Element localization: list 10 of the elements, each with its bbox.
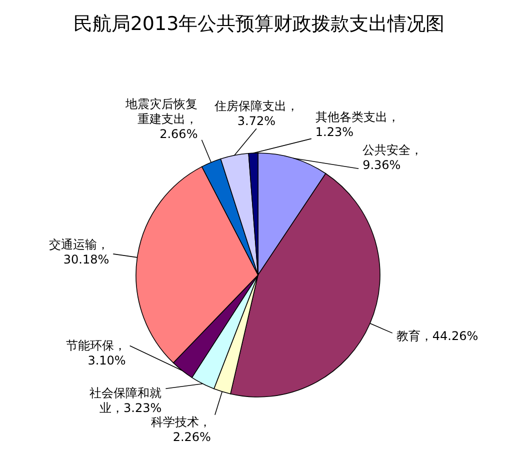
slice-label: 其他各类支出，1.23% xyxy=(315,110,400,140)
slice-label: 社会保障和就业，3.23% xyxy=(90,386,162,415)
slice-label: 公共安全，9.36% xyxy=(362,143,423,172)
slice-label: 科学技术，2.26% xyxy=(150,414,211,444)
slice-label: 节能环保，3.10% xyxy=(66,338,126,368)
chart-title: 民航局2013年公共预算财政拨款支出情况图 xyxy=(73,13,445,35)
slice-label: 地震灾后恢复重建支出，2.66% xyxy=(124,97,198,142)
slice-label: 住房保障支出，3.72% xyxy=(213,99,298,128)
slice-label: 教育，44.26% xyxy=(396,329,478,344)
slice-label: 交通运输，30.18% xyxy=(49,237,110,266)
